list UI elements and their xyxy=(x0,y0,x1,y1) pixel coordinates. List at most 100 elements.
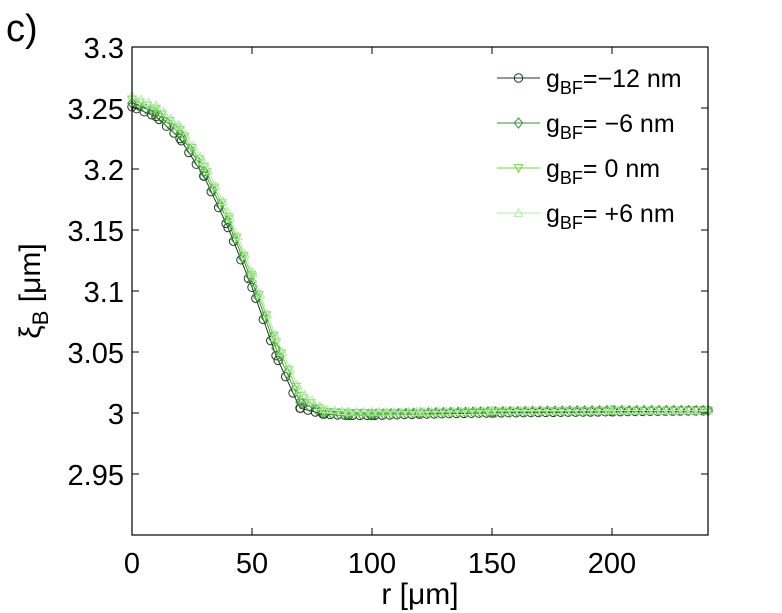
legend-label: gBF= −6 nm xyxy=(546,110,675,143)
series-marker xyxy=(530,405,541,415)
series-marker xyxy=(180,129,191,139)
series-marker xyxy=(366,406,377,416)
series-marker xyxy=(322,404,333,414)
legend-label: gBF= +6 nm xyxy=(546,200,675,233)
legend-label-prefix: g xyxy=(546,200,560,228)
series-marker xyxy=(664,405,675,415)
y-axis-label-unit: [μm] xyxy=(14,243,47,310)
x-tick-label: 150 xyxy=(468,548,516,580)
series-marker xyxy=(284,363,295,373)
series-marker xyxy=(588,406,599,416)
series-marker xyxy=(389,406,400,416)
series-marker xyxy=(537,405,548,415)
data-point xyxy=(294,385,306,395)
series-marker xyxy=(165,113,176,123)
series-marker xyxy=(582,405,593,415)
x-tick-label: 0 xyxy=(124,548,140,580)
series-marker xyxy=(455,405,467,415)
x-tick-label: 100 xyxy=(348,548,396,580)
legend-label-prefix: g xyxy=(546,110,560,138)
series-marker xyxy=(213,202,224,213)
series-marker xyxy=(595,406,607,416)
y-tick-label: 3.1 xyxy=(84,277,124,309)
legend-label-suffix: = −6 nm xyxy=(583,110,675,138)
legend-marker xyxy=(513,73,524,83)
series-marker xyxy=(359,406,370,416)
series-marker xyxy=(336,405,348,416)
legend-label-suffix: = +6 nm xyxy=(583,200,675,228)
series-marker xyxy=(485,405,496,415)
series-marker xyxy=(225,212,236,222)
y-tick-label: 3 xyxy=(108,399,124,431)
series-marker xyxy=(173,119,184,129)
y-axis-label-sub: B xyxy=(28,311,53,326)
series-marker xyxy=(433,406,444,416)
series-marker xyxy=(210,180,221,190)
series-marker xyxy=(604,405,615,415)
series-marker xyxy=(314,400,325,410)
series-marker xyxy=(344,406,355,416)
series-marker xyxy=(493,405,504,415)
series-marker xyxy=(150,100,162,110)
series-marker xyxy=(536,407,547,417)
series-marker xyxy=(581,406,592,417)
axis-ticks: 0 50 100 150 200 3.3 3.25 3.2 3.15 3.1 3.05 3 2.95 xyxy=(68,33,708,580)
y-tick-label: 3.25 xyxy=(68,94,124,126)
legend-label-sub: BF xyxy=(560,168,583,188)
series-marker xyxy=(178,132,188,144)
series-marker xyxy=(295,403,306,413)
series-marker xyxy=(649,405,660,415)
legend-label-sub: BF xyxy=(560,78,583,98)
series-marker xyxy=(508,405,519,415)
series-marker xyxy=(158,106,169,116)
data-point xyxy=(198,156,210,166)
series-marker xyxy=(573,407,584,417)
series-marker xyxy=(701,405,712,415)
series-marker xyxy=(136,94,147,104)
legend-entry: gBF= 0 nm xyxy=(497,155,660,188)
series-marker xyxy=(470,405,481,415)
series-marker xyxy=(552,405,563,415)
series-marker xyxy=(478,405,489,415)
legend-label: gBF=−12 nm xyxy=(546,65,682,98)
series-marker xyxy=(448,405,459,416)
series-marker xyxy=(686,405,697,415)
series-marker xyxy=(299,389,310,399)
series-marker xyxy=(195,151,206,161)
series-marker xyxy=(522,405,534,415)
legend-entry: gBF=−12 nm xyxy=(497,65,682,98)
series-marker xyxy=(273,355,283,366)
series-marker xyxy=(297,397,307,409)
y-tick-label: 3.05 xyxy=(68,338,124,370)
series-marker xyxy=(374,406,385,416)
legend-marker xyxy=(513,117,524,129)
series-marker xyxy=(641,405,653,415)
legend-label-suffix: = 0 nm xyxy=(583,155,660,183)
series-layer xyxy=(126,90,714,421)
legend-label-sub: BF xyxy=(560,123,583,143)
series-marker xyxy=(207,183,218,196)
data-point xyxy=(174,121,186,131)
y-axis-label: ξB [μm] xyxy=(14,243,53,338)
series-marker xyxy=(381,406,392,416)
series-marker xyxy=(671,405,682,415)
series-marker xyxy=(634,405,645,415)
series-marker xyxy=(217,195,229,206)
x-axis-label: r [μm] xyxy=(381,578,458,611)
series-marker xyxy=(203,164,214,175)
series-marker xyxy=(619,405,630,415)
legend-marker xyxy=(513,207,524,217)
series-marker xyxy=(612,405,623,415)
series-marker xyxy=(262,309,273,319)
series-marker xyxy=(292,379,303,389)
series-marker xyxy=(215,199,225,211)
legend-entry: gBF= −6 nm xyxy=(497,110,675,143)
series-4 xyxy=(126,90,714,416)
x-tick-label: 200 xyxy=(588,548,636,580)
series-marker xyxy=(627,405,638,415)
legend-label: gBF= 0 nm xyxy=(546,155,660,188)
series-marker xyxy=(200,168,211,180)
series-marker xyxy=(351,406,362,416)
series-marker xyxy=(575,405,586,415)
